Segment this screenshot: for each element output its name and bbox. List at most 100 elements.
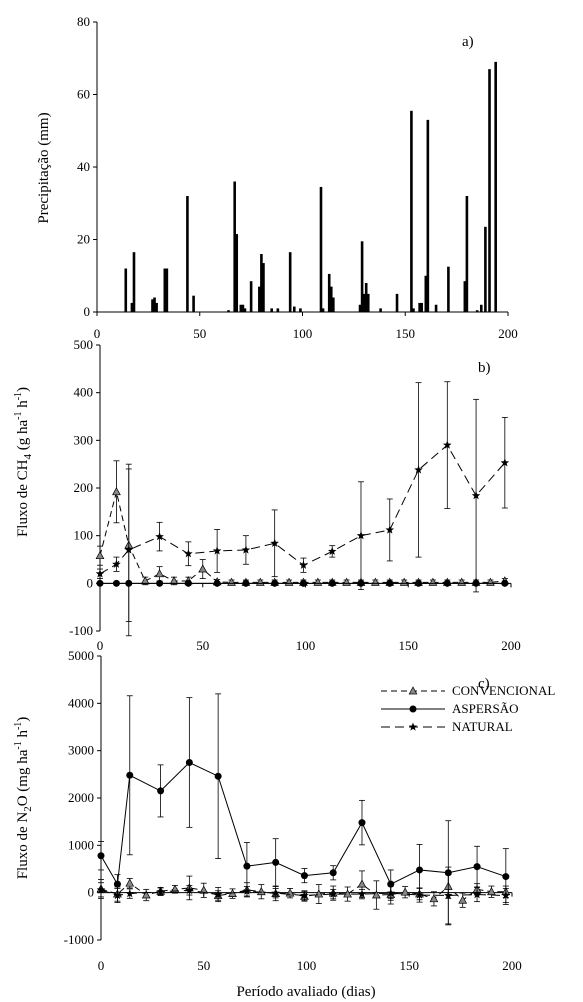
precip-bar <box>410 110 413 312</box>
precip-bar <box>233 181 236 312</box>
panel-b-ylabel: Fluxo de CH4 (g ha-1 h-1) <box>13 387 34 537</box>
precip-bar <box>192 295 195 312</box>
panel-c-label: c) <box>478 676 490 692</box>
marker-convencional <box>125 878 135 887</box>
precip-bar <box>132 252 136 312</box>
marker-asperso <box>157 787 165 795</box>
marker-natural <box>242 886 252 895</box>
precip-bar <box>288 252 292 312</box>
precip-bar <box>260 254 263 312</box>
precip-bar <box>426 119 430 312</box>
x-tick-label: 100 <box>293 326 313 341</box>
precip-bar <box>379 308 382 312</box>
precip-bar <box>227 310 230 312</box>
series-line-natural <box>100 889 506 897</box>
marker-convencional <box>141 890 151 899</box>
marker-natural <box>444 891 453 900</box>
marker-asperso <box>184 579 192 587</box>
y-tick-label: 40 <box>77 159 90 174</box>
marker-natural <box>125 889 135 898</box>
precip-bar <box>358 304 362 312</box>
marker-asperso <box>416 866 424 874</box>
marker-asperso <box>299 579 307 587</box>
marker-natural <box>124 545 134 554</box>
y-tick-label: 3000 <box>68 743 94 758</box>
precip-bar <box>262 263 265 312</box>
precip-bar <box>243 308 247 312</box>
marker-natural <box>385 525 395 534</box>
y-tick-label: 0 <box>88 885 95 900</box>
precip-bar <box>319 186 323 312</box>
marker-natural <box>471 491 481 500</box>
precip-bar <box>463 281 467 312</box>
marker-asperso <box>501 579 509 587</box>
precip-bar <box>494 61 497 312</box>
marker-convencional <box>198 564 208 573</box>
precip-bar <box>235 234 239 312</box>
marker-natural <box>500 458 510 467</box>
precip-bar <box>364 283 368 312</box>
marker-asperso <box>213 579 221 587</box>
marker-asperso <box>502 873 510 881</box>
y-tick-label: 500 <box>74 337 94 352</box>
x-tick-label: 100 <box>296 638 316 653</box>
y-tick-label: -1000 <box>64 932 94 947</box>
marker-natural <box>96 885 106 894</box>
marker-natural <box>156 887 165 896</box>
marker-natural <box>299 560 308 569</box>
panel-a-precipitation-chart: Precipitação (mm) a) 0 20 40 60 80 0 50 100 150 2… <box>36 14 518 341</box>
marker-convencional <box>199 885 209 894</box>
precip-bar <box>321 308 325 312</box>
precip-bar <box>186 196 189 312</box>
y-tick-label: 60 <box>77 87 90 102</box>
marker-natural <box>386 888 396 897</box>
marker-asperso <box>97 852 105 860</box>
marker-natural <box>328 889 338 898</box>
marker-convencional <box>155 569 164 578</box>
precip-bar <box>249 281 253 312</box>
precip-bar <box>155 302 158 312</box>
x-tick-label: 100 <box>297 958 317 973</box>
marker-convencional <box>256 886 266 896</box>
precip-bar <box>488 69 491 312</box>
panel-b-ch4-flux-chart: Fluxo de CH4 (g ha-1 h-1) b) -100 0 100 200… <box>13 337 521 653</box>
marker-convencional <box>112 487 121 496</box>
marker-asperso <box>358 819 366 827</box>
y-tick-label: 0 <box>87 575 94 590</box>
precip-bar <box>465 196 469 312</box>
y-tick-label: 400 <box>74 385 94 400</box>
x-tick-label: 150 <box>396 326 416 341</box>
marker-natural <box>472 890 482 899</box>
y-tick-label: 2000 <box>68 790 94 805</box>
marker-natural <box>356 531 366 540</box>
marker-convencional <box>140 576 150 585</box>
marker-convencional <box>95 550 105 560</box>
marker-convencional <box>429 894 439 903</box>
marker-convencional <box>357 879 367 888</box>
panel-c-n2o-flux-chart: Fluxo de N2O (mg ha-1 h-1) c) Período av… <box>13 648 555 1000</box>
precip-bar <box>270 308 273 312</box>
x-tick-label: 0 <box>98 958 105 973</box>
marker-natural <box>95 569 105 578</box>
marker-asperso <box>185 759 193 766</box>
legend-marker-natural <box>408 722 418 731</box>
y-tick-label: 200 <box>74 480 94 495</box>
panel-c-ylabel: Fluxo de N2O (mg ha-1 h-1) <box>13 717 34 880</box>
marker-natural <box>184 549 193 558</box>
precip-bar <box>360 241 364 312</box>
marker-asperso <box>242 579 250 587</box>
precip-bar <box>332 297 335 312</box>
x-tick-label: 200 <box>502 958 522 973</box>
panel-c-xlabel: Período avaliado (dias) <box>236 984 375 1000</box>
y-tick-label: 5000 <box>68 648 94 663</box>
marker-natural <box>271 888 280 897</box>
marker-natural <box>270 538 279 547</box>
y-tick-label: 80 <box>77 14 90 29</box>
marker-asperso <box>126 771 134 779</box>
precip-bar <box>424 275 428 312</box>
x-tick-label: 0 <box>94 326 101 341</box>
precip-bar <box>130 302 134 312</box>
precip-bar <box>395 293 399 312</box>
series-line-asperso <box>100 761 506 886</box>
marker-asperso <box>113 880 121 888</box>
